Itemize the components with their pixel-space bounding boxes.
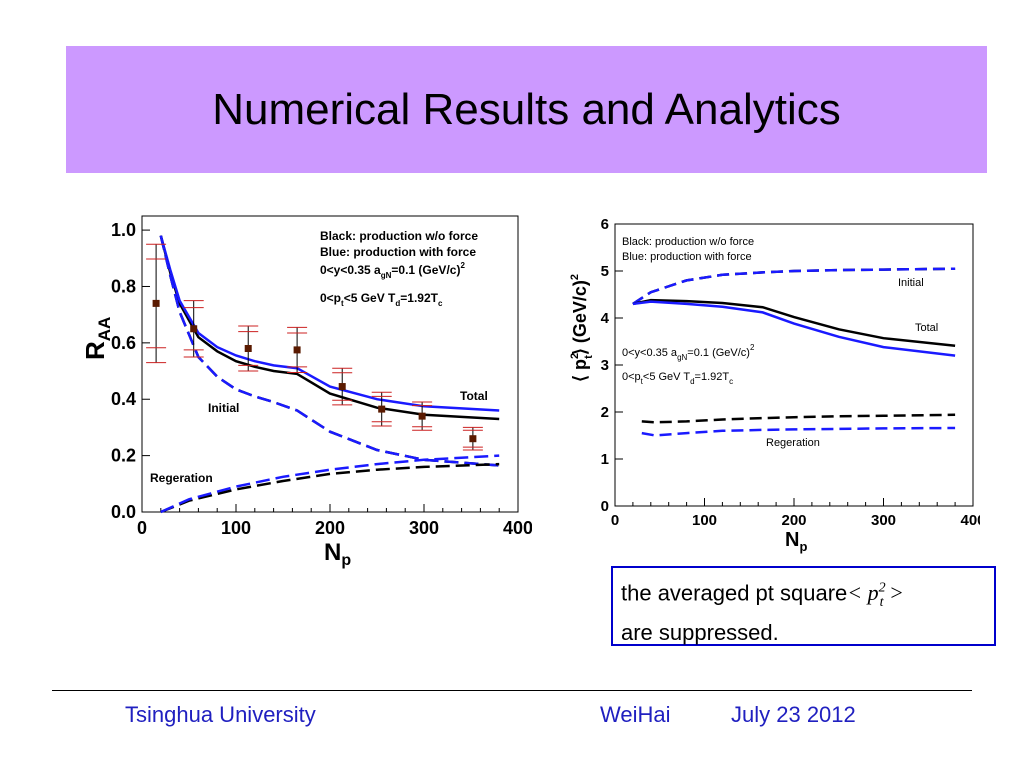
y-tick-label: 0.8: [111, 276, 136, 296]
y-tick-label: 6: [601, 216, 609, 233]
x-tick-label: 300: [409, 518, 439, 538]
slide-title: Numerical Results and Analytics: [212, 84, 841, 134]
pt2-label-total: Total: [915, 322, 938, 334]
data-point: [338, 383, 346, 391]
y-tick-label: 2: [601, 404, 609, 421]
footer-date: July 23 2012: [731, 702, 856, 727]
data-point: [190, 325, 198, 333]
x-tick-label: 200: [315, 518, 345, 538]
x-tick-label: 200: [781, 512, 806, 529]
data-point: [469, 435, 477, 443]
y-tick-label: 3: [601, 357, 609, 374]
x-tick-label: 300: [871, 512, 896, 529]
pt2-legend-blue: Blue: production with force: [622, 251, 752, 263]
x-tick-label: 400: [960, 512, 980, 529]
series-black-total-solid: [632, 298, 956, 347]
raa-cuts-line1: 0<y<0.35 agN=0.1 (GeV/c)2: [320, 261, 465, 280]
y-tick-label: 4: [601, 310, 610, 327]
data-point: [418, 412, 426, 420]
series-blue-total-solid: [632, 300, 956, 357]
series-black-total-solid: [159, 235, 500, 421]
raa-label-regeneration: Regeration: [150, 471, 213, 485]
data-point: [293, 346, 301, 354]
x-tick-label: 0: [611, 512, 619, 529]
raa-legend-blue: Blue: production with force: [320, 245, 476, 259]
raa-label-initial: Initial: [208, 401, 239, 415]
y-tick-label: 1.0: [111, 220, 136, 240]
pt2-cuts-line2: 0<pt<5 GeV Td=1.92Tc: [622, 371, 733, 386]
note-box: the averaged pt square< p2t > are suppre…: [611, 566, 996, 646]
note-line1: the averaged pt square< p2t >: [621, 580, 904, 610]
series-black-regeration-dashed: [160, 462, 500, 514]
series-blue-regeration-dashed: [641, 426, 956, 437]
series-blue-initial-dashed: [159, 235, 500, 467]
y-tick-label: 1: [601, 451, 609, 468]
data-point: [152, 299, 160, 307]
footer-institution: Tsinghua University: [125, 702, 316, 727]
pt2-chart: 0 1 2 3 4 5 6 0 100 200 300 400 Black: production …: [569, 216, 980, 554]
series-blue-total-solid: [159, 235, 500, 412]
series-blue-initial-dashed: [632, 267, 956, 305]
pt2-label-initial: Initial: [898, 277, 924, 289]
raa-ylabel: RAA: [80, 317, 114, 360]
y-tick-label: 0.2: [111, 446, 136, 466]
x-tick-label: 0: [137, 518, 147, 538]
series-black-regeration-dashed: [641, 413, 956, 424]
x-tick-label: 400: [503, 518, 532, 538]
raa-cuts-line2: 0<pt<5 GeV Td=1.92Tc: [320, 291, 443, 308]
x-tick-label: 100: [221, 518, 251, 538]
pt2-plot-frame: [614, 223, 974, 507]
note-line2: are suppressed.: [621, 619, 779, 645]
pt2-cuts-line1: 0<y<0.35 agN=0.1 (GeV/c)2: [622, 343, 755, 362]
data-point: [378, 405, 386, 413]
pt2-legend-black: Black: production w/o force: [622, 236, 754, 248]
raa-label-total: Total: [460, 389, 488, 403]
raa-xlabel: Np: [324, 539, 351, 569]
pt2-formula: < p2t >: [847, 580, 904, 610]
x-tick-label: 100: [692, 512, 717, 529]
y-tick-label: 5: [601, 263, 609, 280]
raa-chart: 0.0 0.2 0.4 0.6 0.8 1.0 0 100 200 300 400 Black: …: [80, 215, 532, 569]
y-tick-label: 0.0: [111, 502, 136, 522]
footer-location: WeiHai: [600, 702, 671, 727]
pt2-xlabel: Np: [785, 529, 807, 554]
y-tick-label: 0.6: [111, 333, 136, 353]
y-tick-label: 0.4: [111, 389, 136, 409]
data-point: [244, 344, 252, 352]
pt2-label-regeneration: Regeration: [766, 437, 820, 449]
raa-legend-black: Black: production w/o force: [320, 229, 478, 243]
title-bar: Numerical Results and Analytics: [66, 46, 987, 173]
series-blue-regeration-dashed: [160, 454, 500, 514]
pt2-ylabel: ⟨ p2 t⟩ (GeV/c)2: [569, 274, 595, 382]
footer-divider: [52, 690, 972, 691]
y-tick-label: 0: [601, 498, 609, 515]
